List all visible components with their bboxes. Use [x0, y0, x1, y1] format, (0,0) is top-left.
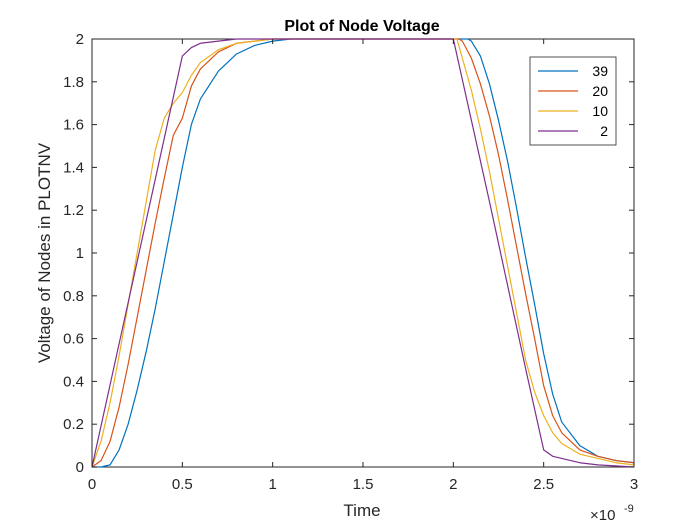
x-tick-label: 2.5 [533, 476, 554, 493]
legend-label-20: 20 [592, 83, 608, 99]
x-tick-label: 1 [268, 476, 276, 493]
y-tick-label: 0.4 [63, 373, 84, 390]
x-tick-label: 0 [88, 476, 96, 493]
legend-label-2: 2 [600, 123, 608, 139]
x-exponent-power: -9 [624, 503, 634, 515]
y-tick-label: 0.6 [63, 331, 84, 348]
x-tick-label: 3 [630, 476, 638, 493]
legend-box [529, 56, 617, 146]
y-tick-label: 1.8 [63, 74, 84, 91]
y-tick-label: 0 [76, 459, 84, 476]
x-axis-ticks: 0 0.5 1 1.5 2 2.5 3 [88, 39, 638, 493]
y-axis-label: Voltage of Nodes in PLOTNV [35, 142, 54, 363]
y-axis-ticks: 0 0.2 0.4 0.6 0.8 1 1.2 1.4 1.6 1.8 2 [63, 31, 634, 476]
y-tick-label: 1.4 [63, 159, 84, 176]
chart-title: Plot of Node Voltage [284, 18, 439, 35]
x-axis-exponent: ×10 -9 [590, 503, 634, 524]
legend-label-39: 39 [592, 63, 608, 79]
x-tick-label: 0.5 [172, 476, 193, 493]
y-tick-label: 0.2 [63, 416, 84, 433]
legend: 39 20 10 2 [529, 56, 617, 146]
series-line-2 [91, 38, 635, 468]
y-tick-label: 2 [76, 31, 84, 48]
x-exponent-base: ×10 [590, 507, 615, 524]
x-tick-label: 2 [449, 476, 457, 493]
y-tick-label: 1.2 [63, 202, 84, 219]
x-tick-label: 1.5 [353, 476, 374, 493]
y-tick-label: 1 [76, 245, 84, 262]
legend-label-10: 10 [592, 103, 608, 119]
y-tick-label: 0.8 [63, 288, 84, 305]
x-axis-label: Time [343, 501, 380, 520]
y-tick-label: 1.6 [63, 117, 84, 134]
